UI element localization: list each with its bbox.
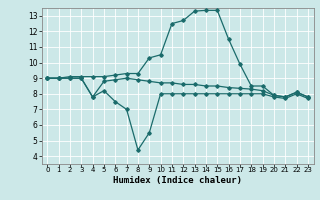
X-axis label: Humidex (Indice chaleur): Humidex (Indice chaleur) <box>113 176 242 185</box>
